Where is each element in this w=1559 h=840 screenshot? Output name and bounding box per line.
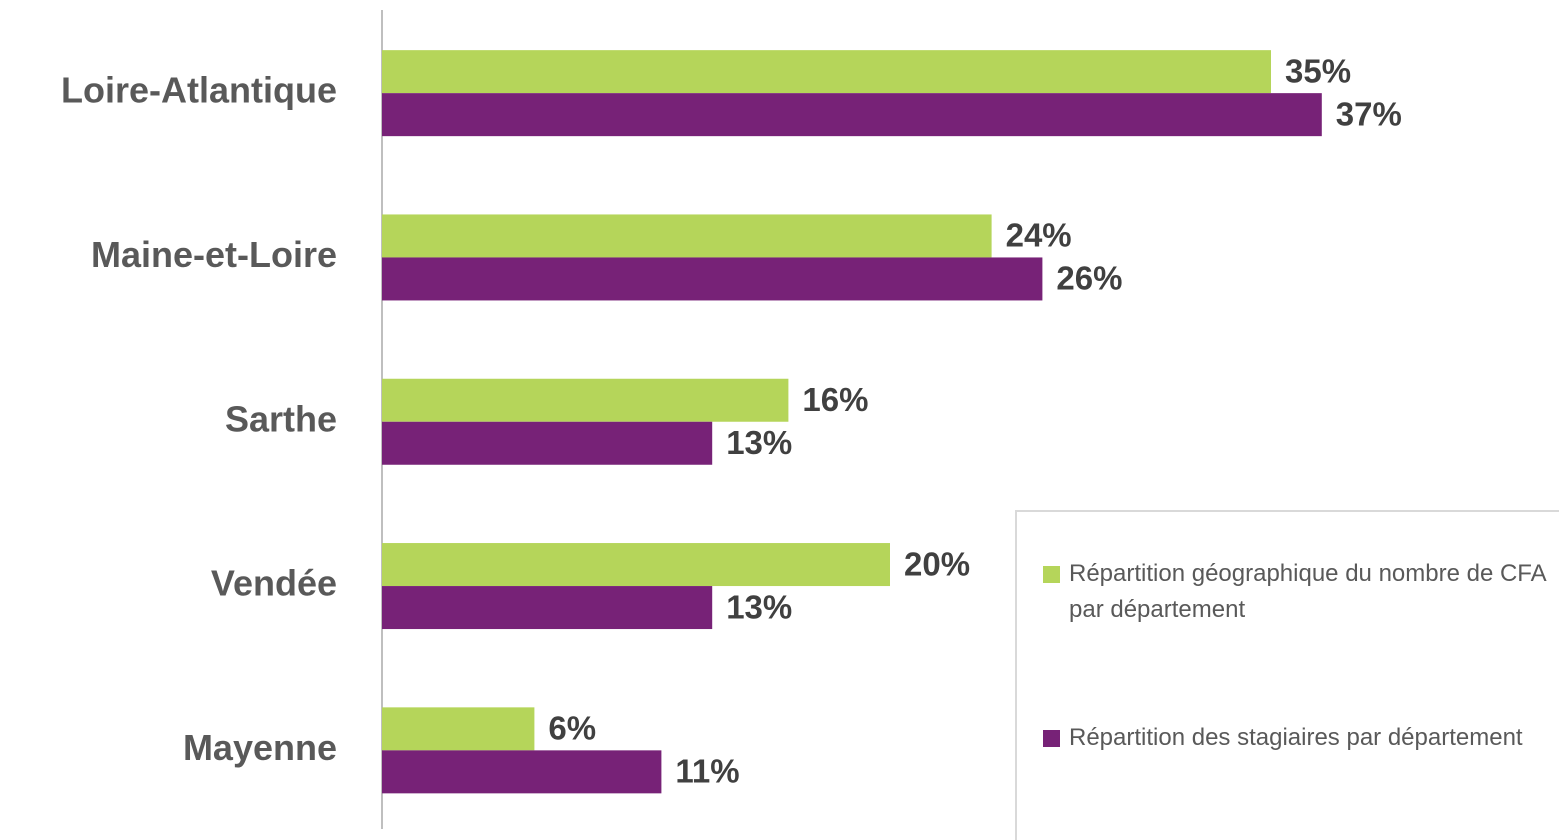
category-label: Sarthe bbox=[225, 398, 337, 439]
legend-entry: Répartition géographique du nombre de CF… bbox=[1043, 556, 1559, 628]
value-label: 6% bbox=[548, 710, 596, 747]
value-label: 16% bbox=[802, 381, 868, 418]
legend-swatch bbox=[1043, 730, 1060, 747]
bar bbox=[382, 586, 713, 630]
legend-text: Répartition géographique du nombre de CF… bbox=[1069, 560, 1546, 623]
bar bbox=[382, 378, 789, 422]
bar bbox=[382, 750, 662, 794]
category-label: Loire-Atlantique bbox=[61, 70, 337, 111]
category-label: Vendée bbox=[211, 563, 337, 604]
bar bbox=[382, 214, 992, 258]
bar bbox=[382, 707, 535, 751]
legend: Répartition géographique du nombre de CF… bbox=[1015, 510, 1559, 840]
bar bbox=[382, 543, 890, 587]
bar bbox=[382, 257, 1043, 301]
value-label: 20% bbox=[904, 545, 970, 582]
value-label: 26% bbox=[1056, 260, 1122, 297]
bar bbox=[382, 93, 1322, 137]
category-label: Maine-et-Loire bbox=[91, 234, 337, 275]
value-label: 13% bbox=[726, 588, 792, 625]
value-label: 24% bbox=[1006, 217, 1072, 254]
value-label: 35% bbox=[1285, 52, 1351, 89]
value-label: 11% bbox=[675, 753, 739, 790]
bar bbox=[382, 50, 1271, 94]
bar bbox=[382, 421, 713, 465]
value-label: 37% bbox=[1336, 95, 1402, 132]
category-label: Mayenne bbox=[183, 727, 337, 768]
legend-entry: Répartition des stagiaires par départeme… bbox=[1043, 720, 1559, 756]
legend-swatch bbox=[1043, 566, 1060, 583]
value-label: 13% bbox=[726, 424, 792, 461]
legend-text: Répartition des stagiaires par départeme… bbox=[1069, 724, 1523, 751]
